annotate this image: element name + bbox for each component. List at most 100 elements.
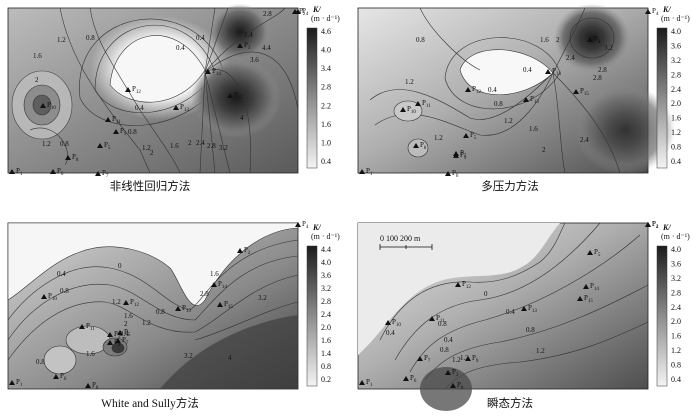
contour-label: 1.2 — [452, 356, 461, 364]
scale-bar-label: 0 100 200 m — [380, 234, 421, 243]
well-marker: P8 — [65, 153, 79, 163]
colorbar-unit-label: (m · d⁻¹) — [311, 14, 340, 23]
well-label: P13 — [528, 304, 537, 314]
well-marker: P11 — [105, 115, 121, 125]
contour-line — [204, 7, 229, 73]
well-marker: P14 — [545, 67, 561, 77]
contour-line — [552, 72, 621, 174]
well-marker: P4 — [645, 220, 659, 230]
well-label: P5 — [594, 248, 601, 258]
high-zone — [210, 4, 270, 60]
well-label: P10 — [407, 105, 416, 115]
colorbar-tick-label: 0.2 — [321, 375, 331, 384]
triangle-icon — [237, 43, 243, 48]
contour-label: 2.8 — [207, 142, 216, 150]
colorbar-tick-label: 3.6 — [671, 41, 681, 50]
contour-label: 0.4 — [196, 34, 205, 42]
colorbar-tick-label: 0.4 — [321, 157, 331, 166]
well-marker: P5 — [463, 131, 477, 141]
well-label: P11 — [422, 99, 431, 109]
well-marker: P10 — [41, 292, 57, 302]
triangle-icon — [123, 300, 129, 305]
panel-caption: 多压力方法 — [481, 179, 539, 193]
well-marker: P10 — [400, 105, 416, 115]
contour-line — [424, 284, 649, 381]
contour-label: 0.8 — [438, 320, 447, 328]
well-label: P8 — [457, 381, 464, 391]
well-label: P4 — [652, 220, 659, 230]
contour-line — [444, 37, 561, 110]
triangle-icon — [455, 282, 461, 287]
well-label: P9 — [120, 127, 127, 137]
contour-label: 2 — [124, 320, 128, 328]
triangle-icon — [583, 284, 589, 289]
triangle-icon — [521, 306, 527, 311]
well-label: P10 — [47, 101, 56, 111]
triangle-icon — [50, 169, 56, 174]
triangle-icon — [587, 250, 593, 255]
colorbar-tick-label: 2.8 — [671, 70, 681, 79]
well-marker: P7 — [417, 354, 431, 364]
triangle-icon — [359, 169, 365, 174]
colorbar-ramp — [656, 27, 668, 169]
contour-label: 0.8 — [440, 346, 449, 354]
well-label: P6 — [452, 169, 459, 179]
well-marker: P14 — [205, 67, 221, 77]
contour-label: 2 — [542, 146, 546, 154]
well-label: P8 — [92, 381, 99, 391]
triangle-icon — [403, 376, 409, 381]
colorbar-tick-label: 1.6 — [321, 120, 331, 129]
well-marker: P2 — [237, 246, 251, 256]
well-label: P12 — [472, 85, 481, 95]
well-marker: P6 — [53, 372, 67, 382]
colorbar-tick-label: 1.0 — [321, 138, 331, 147]
triangle-icon — [573, 89, 579, 94]
well-marker: P1 — [9, 378, 23, 388]
well-marker: P13 — [523, 95, 539, 105]
high-zone — [160, 315, 298, 389]
contour-label: 2.8 — [598, 66, 607, 74]
triangle-icon — [9, 380, 15, 385]
well-label: P5 — [104, 141, 111, 151]
colorbar-unit-label: (m · d⁻¹) — [661, 14, 690, 23]
triangle-icon — [97, 143, 103, 148]
colorbar-tick-label: 2.8 — [671, 288, 681, 297]
colorbar-tick-label: 3.6 — [321, 271, 331, 280]
well-marker: P8 — [450, 381, 464, 391]
well-label: P1 — [366, 167, 373, 177]
contour-label: 0.8 — [60, 287, 69, 295]
triangle-icon — [465, 87, 471, 92]
panel-multi-pressure: 0.8 0.4 1.2 0.8 0.4 1.2 1.6 2 2.4 2.8 1.… — [357, 4, 675, 175]
contour-label: 0.8 — [86, 34, 95, 42]
triangle-icon — [117, 330, 123, 335]
colorbar-tick-label: 2.0 — [671, 99, 681, 108]
contour-label: 2.8 — [263, 10, 272, 18]
contour-line — [419, 7, 481, 71]
well-marker: P5 — [587, 248, 601, 258]
contour-label: 0.4 — [57, 270, 66, 278]
triangle-icon — [359, 380, 365, 385]
well-label: P1 — [16, 167, 23, 177]
colorbar-tick-label: 4.0 — [321, 258, 331, 267]
contour-line — [379, 222, 566, 341]
contour-label: 0.8 — [526, 326, 535, 334]
contour-label: 1.6 — [529, 125, 538, 133]
triangle-icon — [237, 248, 243, 253]
triangle-icon — [450, 383, 456, 388]
colorbar-ramp — [306, 27, 318, 169]
colorbar-tick-label: 0.8 — [671, 143, 681, 152]
contour-label: 2.8 — [593, 74, 602, 82]
contour-line — [194, 301, 299, 341]
triangle-icon — [115, 338, 121, 343]
well-label: P13 — [530, 95, 539, 105]
contour-label: 4 — [228, 354, 232, 362]
colorbar-tick-label: 2.2 — [321, 101, 331, 110]
contour-label: 1.2 — [460, 354, 469, 362]
high-zone — [420, 367, 472, 411]
well-marker: P9 — [453, 151, 467, 161]
well-marker: P6 — [403, 374, 417, 384]
panel-white-sully: 0 0.4 0.8 1.2 1.6 2 2.4 0.8 1.2 1.6 2.8 … — [7, 222, 299, 390]
colorbar-tick-label: 0.8 — [671, 361, 681, 370]
contour-line — [409, 234, 641, 373]
colorbar-tick-label: 2.8 — [321, 83, 331, 92]
